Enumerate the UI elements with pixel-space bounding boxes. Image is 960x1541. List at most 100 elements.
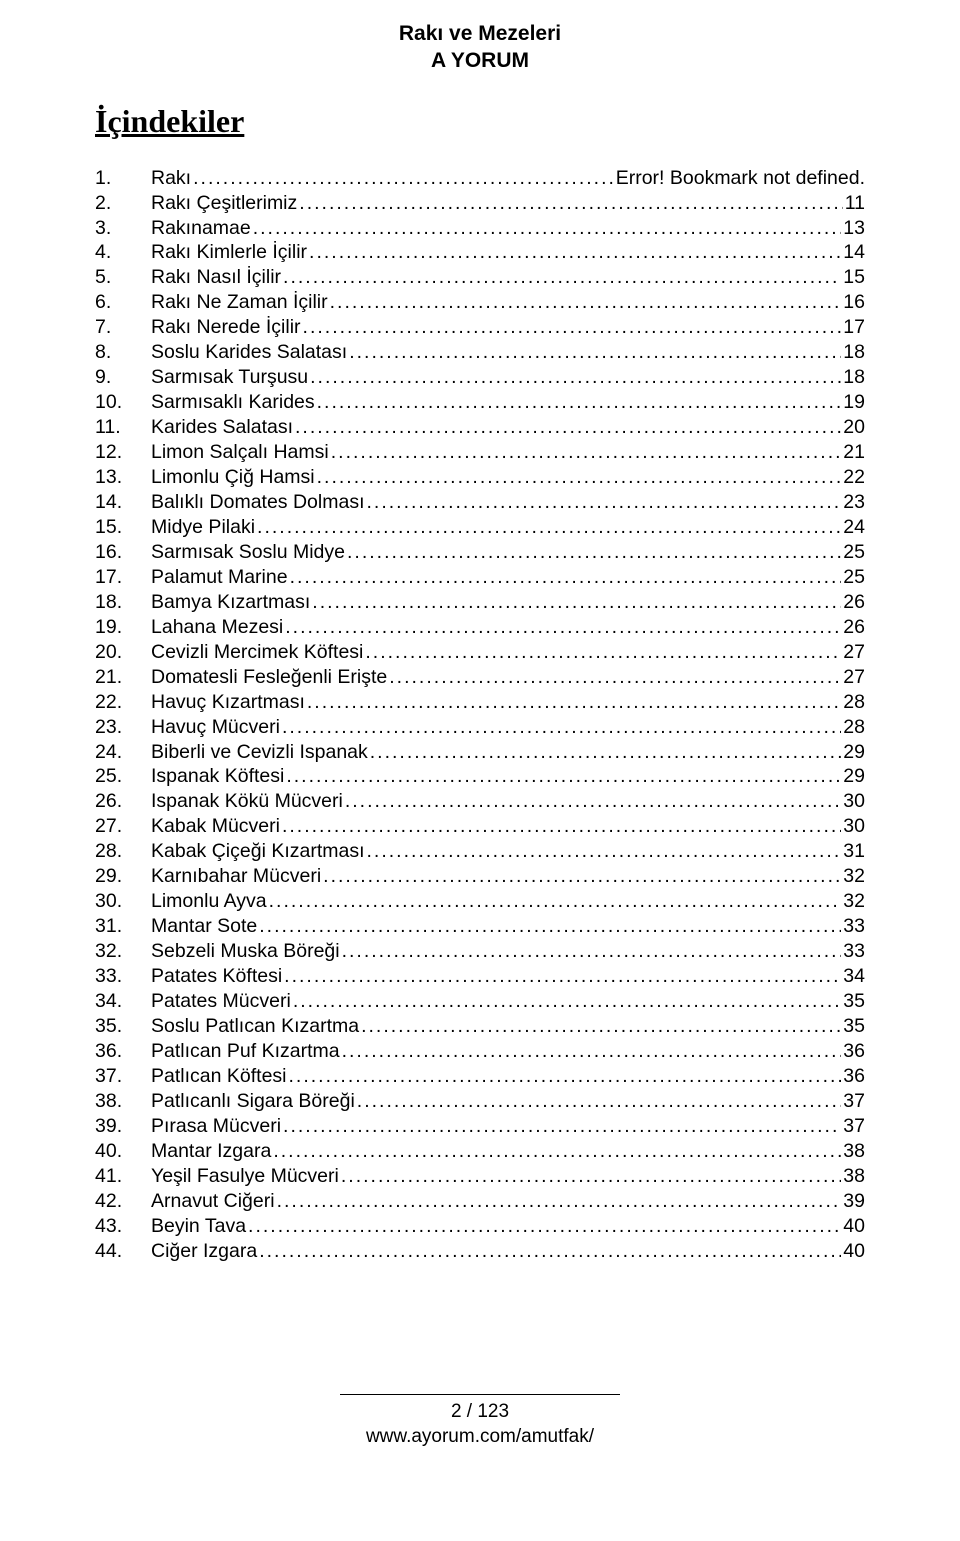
toc-leader-dots: ........................................… (297, 191, 842, 216)
toc-item-number: 17. (95, 565, 151, 590)
toc-item-number: 3. (95, 216, 151, 241)
toc-item-title: Soslu Karides Salatası (151, 340, 347, 365)
toc-item-page: 30 (841, 789, 865, 814)
toc-item-title: Rakı Ne Zaman İçilir (151, 290, 328, 315)
toc-item-number: 14. (95, 490, 151, 515)
toc-item-title: Havuç Kızartması (151, 690, 305, 715)
toc-item-title: Palamut Marine (151, 565, 288, 590)
document-title: Rakı ve Mezeleri (95, 20, 865, 47)
toc-leader-dots: ........................................… (293, 415, 841, 440)
document-subtitle: A YORUM (95, 47, 865, 74)
toc-item-title: Yeşil Fasulye Mücveri (151, 1164, 339, 1189)
toc-item-number: 33. (95, 964, 151, 989)
toc-leader-dots: ........................................… (347, 340, 841, 365)
footer-divider (340, 1394, 620, 1395)
toc-leader-dots: ........................................… (281, 265, 841, 290)
toc-row: 11.Karides Salatası.....................… (95, 415, 865, 440)
toc-item-title: Lahana Mezesi (151, 615, 283, 640)
page-number: 2 / 123 (95, 1399, 865, 1425)
toc-row: 21.Domatesli Fesleğenli Erişte..........… (95, 665, 865, 690)
toc-item-number: 18. (95, 590, 151, 615)
toc-leader-dots: ........................................… (301, 315, 842, 340)
toc-leader-dots: ........................................… (321, 864, 841, 889)
toc-item-title: Patlıcan Puf Kızartma (151, 1039, 340, 1064)
toc-item-page: 36 (841, 1039, 865, 1064)
toc-row: 26.Ispanak Kökü Mücveri.................… (95, 789, 865, 814)
toc-leader-dots: ........................................… (282, 964, 841, 989)
toc-row: 28.Kabak Çiçeği Kızartması..............… (95, 839, 865, 864)
toc-item-title: Kabak Çiçeği Kızartması (151, 839, 365, 864)
toc-item-page: 39 (841, 1189, 865, 1214)
toc-row: 27.Kabak Mücveri........................… (95, 814, 865, 839)
toc-item-page: 26 (841, 590, 865, 615)
toc-item-page: 27 (841, 640, 865, 665)
toc-item-title: Sarmısak Soslu Midye (151, 540, 345, 565)
toc-item-title: Ispanak Köftesi (151, 764, 284, 789)
toc-item-page: 38 (841, 1139, 865, 1164)
toc-item-title: Rakı (151, 166, 191, 191)
toc-item-number: 22. (95, 690, 151, 715)
document-header: Rakı ve Mezeleri A YORUM (95, 20, 865, 75)
toc-row: 3.Rakınamae.............................… (95, 216, 865, 241)
toc-item-number: 35. (95, 1014, 151, 1039)
toc-item-title: Domatesli Fesleğenli Erişte (151, 665, 387, 690)
toc-item-title: Soslu Patlıcan Kızartma (151, 1014, 359, 1039)
toc-row: 25.Ispanak Köftesi......................… (95, 764, 865, 789)
toc-item-title: Karides Salatası (151, 415, 293, 440)
toc-row: 43.Beyin Tava...........................… (95, 1214, 865, 1239)
toc-item-number: 37. (95, 1064, 151, 1089)
toc-item-page: 33 (841, 939, 865, 964)
toc-row: 18.Bamya Kızartması.....................… (95, 590, 865, 615)
toc-item-title: Patlıcan Köftesi (151, 1064, 287, 1089)
toc-row: 36.Patlıcan Puf Kızartma................… (95, 1039, 865, 1064)
toc-item-number: 5. (95, 265, 151, 290)
toc-leader-dots: ........................................… (257, 1239, 841, 1264)
toc-item-number: 32. (95, 939, 151, 964)
toc-row: 17.Palamut Marine.......................… (95, 565, 865, 590)
toc-row: 4.Rakı Kimlerle İçilir..................… (95, 240, 865, 265)
toc-item-number: 36. (95, 1039, 151, 1064)
toc-item-number: 4. (95, 240, 151, 265)
toc-item-page: 28 (841, 690, 865, 715)
toc-leader-dots: ........................................… (340, 939, 842, 964)
toc-item-page: 14 (841, 240, 865, 265)
toc-row: 32.Sebzeli Muska Böreği.................… (95, 939, 865, 964)
toc-item-number: 44. (95, 1239, 151, 1264)
toc-leader-dots: ........................................… (307, 240, 841, 265)
toc-item-number: 40. (95, 1139, 151, 1164)
toc-item-number: 15. (95, 515, 151, 540)
toc-item-number: 20. (95, 640, 151, 665)
toc-item-page: 28 (841, 715, 865, 740)
footer-url: www.ayorum.com/amutfak/ (95, 1424, 865, 1450)
toc-item-page: Error! Bookmark not defined. (614, 166, 865, 191)
toc-leader-dots: ........................................… (364, 490, 841, 515)
toc-item-number: 6. (95, 290, 151, 315)
toc-leader-dots: ........................................… (329, 440, 842, 465)
toc-item-page: 38 (841, 1164, 865, 1189)
toc-row: 14.Balıklı Domates Dolması..............… (95, 490, 865, 515)
toc-item-number: 43. (95, 1214, 151, 1239)
toc-row: 24.Biberli ve Cevizli Ispanak...........… (95, 740, 865, 765)
toc-item-title: Limonlu Çiğ Hamsi (151, 465, 315, 490)
toc-row: 12.Limon Salçalı Hamsi..................… (95, 440, 865, 465)
toc-row: 44.Ciğer Izgara.........................… (95, 1239, 865, 1264)
toc-item-number: 38. (95, 1089, 151, 1114)
toc-item-title: Sebzeli Muska Böreği (151, 939, 340, 964)
toc-leader-dots: ........................................… (328, 290, 842, 315)
toc-leader-dots: ........................................… (339, 1164, 841, 1189)
toc-item-number: 10. (95, 390, 151, 415)
toc-row: 6.Rakı Ne Zaman İçilir..................… (95, 290, 865, 315)
toc-item-number: 41. (95, 1164, 151, 1189)
toc-item-title: Beyin Tava (151, 1214, 246, 1239)
toc-item-page: 21 (841, 440, 865, 465)
toc-row: 8.Soslu Karides Salatası................… (95, 340, 865, 365)
toc-item-page: 34 (841, 964, 865, 989)
toc-item-title: Cevizli Mercimek Köftesi (151, 640, 363, 665)
toc-leader-dots: ........................................… (191, 166, 614, 191)
toc-item-title: Limonlu Ayva (151, 889, 267, 914)
toc-item-page: 22 (841, 465, 865, 490)
toc-leader-dots: ........................................… (343, 789, 841, 814)
toc-row: 29.Karnıbahar Mücveri...................… (95, 864, 865, 889)
toc-item-page: 24 (841, 515, 865, 540)
toc-leader-dots: ........................................… (287, 1064, 842, 1089)
